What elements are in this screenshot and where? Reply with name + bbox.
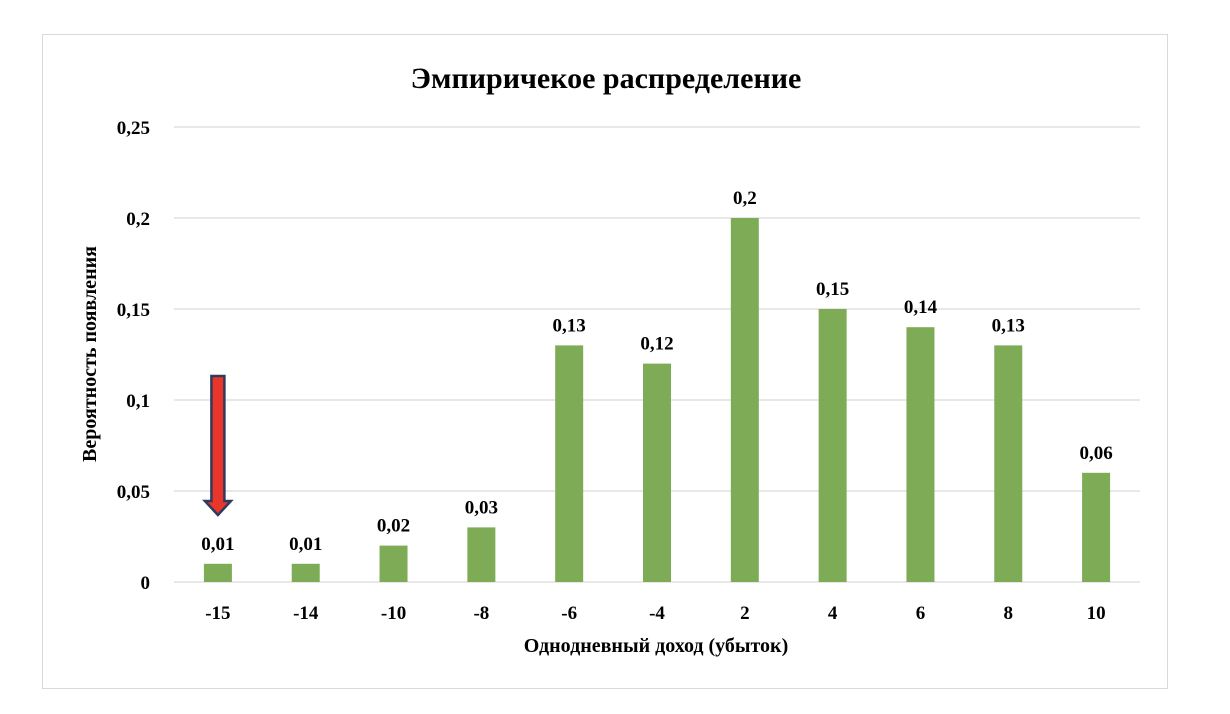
data-label: 0,15 — [816, 279, 849, 300]
data-label: 0,06 — [1079, 443, 1112, 464]
data-label: 0,02 — [377, 516, 410, 537]
y-tick-label: 0,25 — [117, 118, 150, 139]
bar — [555, 345, 584, 582]
bar — [203, 563, 232, 582]
y-tick-label: 0 — [141, 573, 151, 594]
y-tick-label: 0,15 — [117, 300, 150, 321]
x-tick-label: -8 — [473, 603, 489, 624]
y-tick-label: 0,1 — [126, 391, 150, 412]
x-axis-ticks: -15 -14 -10 -8 -6 -4 2 4 6 8 10 — [205, 603, 1105, 624]
data-label: 0,03 — [465, 497, 498, 518]
data-label: 0,01 — [289, 534, 322, 555]
data-label: 0,12 — [640, 334, 673, 355]
x-tick-label: 4 — [828, 603, 838, 624]
bar — [818, 309, 847, 582]
bar — [643, 363, 671, 582]
data-label: 0,13 — [553, 315, 586, 336]
bar — [291, 563, 320, 582]
x-tick-label: -4 — [649, 603, 665, 624]
bar — [379, 545, 408, 582]
bars — [203, 218, 1111, 582]
data-label: 0,14 — [904, 297, 938, 318]
bar — [1082, 472, 1111, 582]
data-labels: 0,01 0,01 0,02 0,03 0,13 0,12 0,2 0,15 0,14 0,13 0… — [201, 188, 1112, 555]
x-tick-label: -6 — [561, 603, 577, 624]
x-tick-label: -10 — [381, 603, 406, 624]
chart-title: Эмпиричекое распределение — [411, 62, 802, 95]
x-tick-label: -15 — [205, 603, 230, 624]
x-tick-label: 10 — [1087, 603, 1106, 624]
data-label: 0,13 — [992, 315, 1025, 336]
y-tick-label: 0,05 — [117, 482, 150, 503]
y-axis-title: Вероятность появления — [79, 246, 101, 462]
data-label: 0,01 — [201, 534, 234, 555]
arrow-down-icon — [202, 374, 234, 517]
bar — [467, 527, 496, 582]
bar — [906, 327, 935, 582]
x-tick-label: -14 — [293, 603, 319, 624]
data-label: 0,2 — [733, 188, 757, 209]
gridlines — [174, 126, 1140, 583]
y-axis-ticks: 0 0,05 0,1 0,15 0,2 0,25 — [117, 118, 150, 594]
bar — [994, 345, 1023, 582]
x-axis-title: Однодневный доход (убыток) — [524, 635, 789, 657]
x-tick-label: 8 — [1004, 603, 1014, 624]
x-tick-label: 6 — [916, 603, 926, 624]
x-tick-label: 2 — [740, 603, 750, 624]
red-arrow-annotation — [202, 374, 234, 517]
bar — [730, 218, 759, 582]
y-tick-label: 0,2 — [126, 209, 150, 230]
